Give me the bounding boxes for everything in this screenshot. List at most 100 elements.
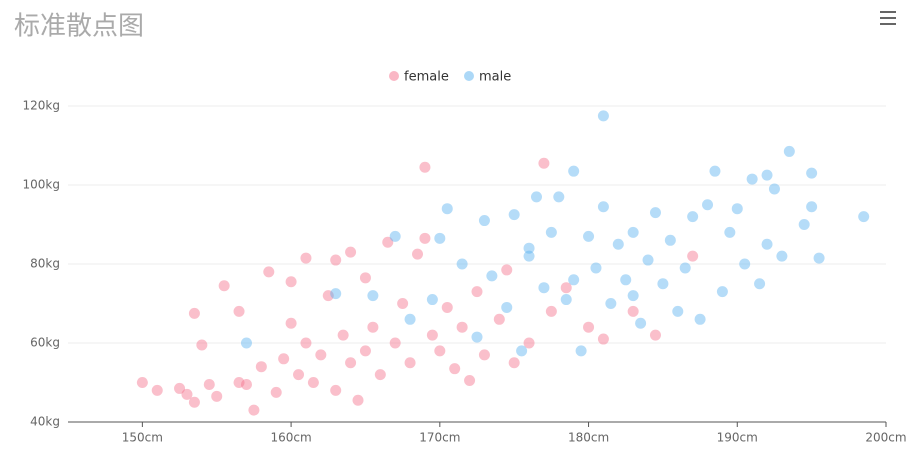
point bbox=[731, 203, 743, 215]
point bbox=[627, 305, 639, 317]
point bbox=[687, 211, 699, 223]
y-tick-label: 120kg bbox=[23, 99, 60, 113]
point bbox=[240, 337, 252, 349]
point bbox=[620, 274, 632, 286]
point bbox=[813, 252, 825, 264]
point bbox=[412, 248, 424, 260]
point bbox=[583, 230, 595, 242]
point bbox=[649, 329, 661, 341]
point bbox=[597, 333, 609, 345]
x-tick-label: 180cm bbox=[568, 431, 609, 445]
point bbox=[478, 349, 490, 361]
point bbox=[263, 266, 275, 278]
point bbox=[248, 404, 260, 416]
point bbox=[739, 258, 751, 270]
point bbox=[233, 377, 245, 388]
point bbox=[471, 286, 483, 298]
point bbox=[196, 339, 208, 351]
point bbox=[456, 321, 468, 333]
point bbox=[806, 167, 818, 179]
point bbox=[382, 236, 394, 248]
point bbox=[530, 191, 542, 203]
point bbox=[635, 317, 647, 329]
point bbox=[724, 226, 736, 238]
point bbox=[404, 313, 416, 325]
point bbox=[293, 369, 305, 381]
legend-label: male bbox=[479, 70, 511, 85]
point bbox=[672, 305, 684, 317]
legend-marker bbox=[389, 71, 399, 81]
point bbox=[709, 165, 721, 177]
point bbox=[545, 226, 557, 238]
point bbox=[478, 215, 490, 227]
point bbox=[761, 169, 773, 181]
point bbox=[583, 321, 595, 333]
point bbox=[679, 262, 691, 274]
point bbox=[568, 274, 580, 286]
point bbox=[315, 349, 327, 361]
point bbox=[136, 377, 148, 388]
point bbox=[426, 294, 438, 306]
point bbox=[285, 276, 297, 288]
point bbox=[174, 382, 186, 394]
point bbox=[367, 290, 379, 302]
legend-label: female bbox=[404, 70, 449, 85]
point bbox=[612, 238, 624, 250]
point bbox=[508, 209, 520, 221]
menu-icon[interactable] bbox=[880, 11, 896, 25]
point bbox=[337, 329, 349, 341]
point bbox=[486, 270, 498, 282]
point bbox=[330, 254, 342, 266]
point bbox=[776, 250, 788, 262]
point bbox=[151, 384, 163, 396]
point bbox=[806, 201, 818, 213]
point bbox=[627, 226, 639, 238]
point bbox=[523, 242, 535, 254]
point bbox=[322, 290, 334, 302]
point bbox=[649, 207, 661, 219]
point bbox=[746, 173, 758, 185]
point bbox=[188, 396, 200, 408]
point bbox=[419, 232, 431, 244]
y-tick-label: 60kg bbox=[30, 336, 60, 350]
point bbox=[664, 234, 676, 246]
point bbox=[657, 278, 669, 290]
point bbox=[597, 201, 609, 213]
y-tick-label: 40kg bbox=[30, 415, 60, 429]
point bbox=[575, 345, 587, 357]
point bbox=[605, 298, 617, 309]
point bbox=[300, 337, 312, 349]
point bbox=[702, 199, 714, 211]
point bbox=[330, 384, 342, 396]
point bbox=[181, 388, 193, 400]
point bbox=[233, 305, 245, 317]
x-tick-label: 200cm bbox=[865, 431, 906, 445]
point bbox=[449, 363, 461, 375]
point bbox=[508, 357, 520, 369]
point bbox=[240, 378, 252, 390]
point bbox=[434, 232, 446, 244]
point bbox=[687, 250, 699, 262]
point bbox=[694, 313, 706, 325]
point bbox=[471, 331, 483, 343]
point bbox=[300, 252, 312, 264]
point bbox=[404, 357, 416, 369]
point bbox=[516, 345, 528, 357]
point bbox=[538, 157, 550, 169]
point bbox=[188, 307, 200, 319]
point bbox=[203, 378, 215, 390]
point bbox=[441, 203, 453, 215]
point bbox=[218, 280, 230, 292]
point bbox=[389, 337, 401, 349]
point bbox=[597, 110, 609, 122]
y-tick-label: 100kg bbox=[23, 178, 60, 192]
point bbox=[501, 301, 513, 313]
point bbox=[345, 357, 357, 369]
point bbox=[493, 313, 505, 325]
point bbox=[441, 301, 453, 313]
point bbox=[359, 272, 371, 284]
y-tick-label: 80kg bbox=[30, 257, 60, 271]
point bbox=[330, 288, 342, 300]
point bbox=[426, 329, 438, 341]
point bbox=[464, 375, 476, 387]
